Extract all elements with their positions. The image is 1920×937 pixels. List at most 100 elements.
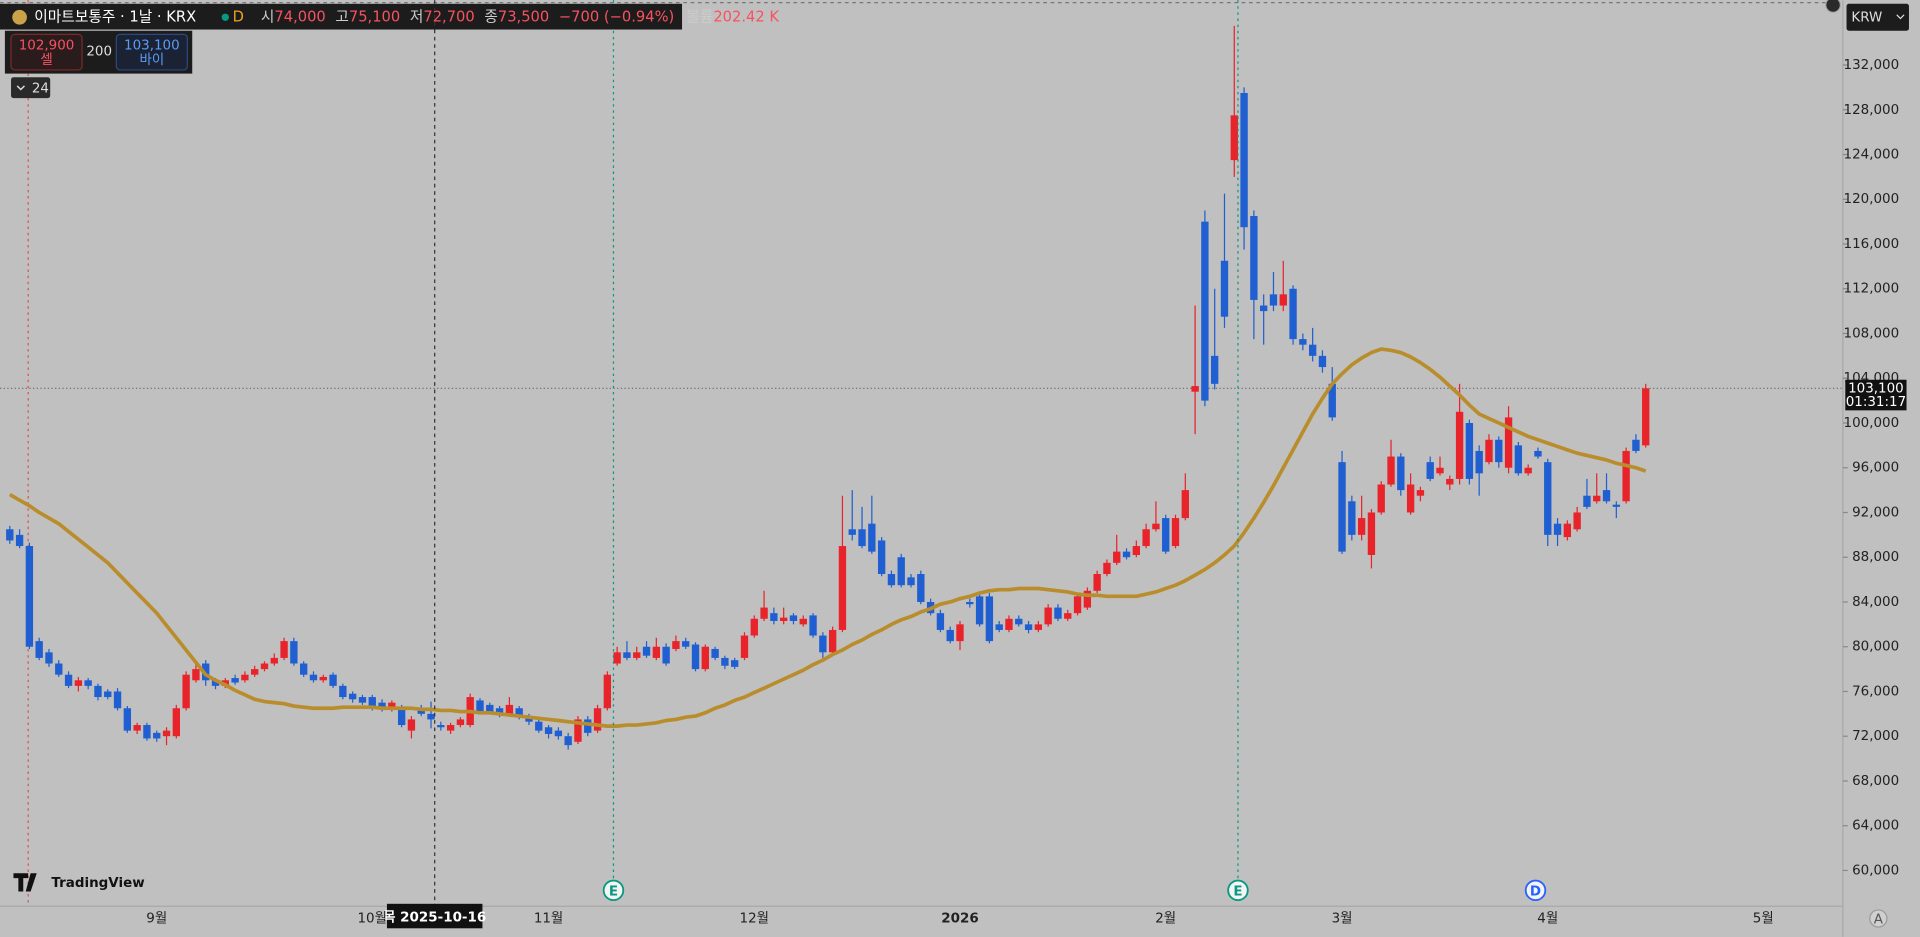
candle-body [858, 529, 866, 547]
candle-body [1142, 529, 1150, 547]
candle-body [1211, 355, 1219, 384]
candle-body [750, 618, 758, 636]
candle-body [652, 646, 660, 658]
y-tick-label: 64,000 [1852, 819, 1899, 834]
candle-body [809, 615, 817, 636]
last-price-label: 103,100 [1848, 381, 1904, 396]
candle-body [182, 674, 190, 709]
y-tick-label: 80,000 [1852, 640, 1899, 655]
candle-body [544, 727, 553, 734]
candle-body [133, 725, 141, 731]
candle-body [1220, 260, 1229, 317]
legend-key: 고 [335, 8, 349, 25]
symbol-logo [12, 9, 27, 25]
candle-body [231, 678, 239, 683]
y-tick-label: 92,000 [1852, 505, 1899, 520]
candle-body [662, 646, 670, 664]
indicators-count: 24 [32, 81, 49, 96]
candle-body [789, 615, 798, 621]
candle-body [1015, 618, 1023, 625]
candle-body [828, 629, 837, 653]
candle-body [995, 624, 1003, 630]
candle-body [515, 708, 523, 718]
candle-body [1563, 523, 1572, 538]
candle-body [642, 646, 651, 656]
y-tick-label: 84,000 [1852, 595, 1899, 610]
crosshair-box [386, 903, 483, 929]
candle-body [1622, 450, 1630, 502]
market-status [221, 13, 229, 21]
event-marker [602, 879, 625, 902]
candle-body [1426, 462, 1434, 479]
currency-button[interactable] [1846, 3, 1909, 31]
candle-body [1005, 618, 1013, 630]
candle-body [603, 674, 612, 709]
candle-body [309, 674, 318, 681]
spread: 200 [86, 45, 112, 60]
sell-price: 102,900 [19, 38, 75, 53]
candle-body [476, 700, 484, 712]
sell-label: 셀 [40, 52, 52, 68]
candle-body [505, 704, 514, 714]
scale-mode: A [1874, 913, 1884, 928]
candle-body [241, 674, 249, 681]
candle-body [819, 635, 827, 653]
candle-body [946, 629, 954, 642]
indicators-toggle[interactable] [11, 77, 51, 99]
candle-body [427, 713, 435, 720]
buy-button[interactable] [115, 33, 188, 71]
y-tick-label: 108,000 [1844, 326, 1900, 341]
candle-body [397, 708, 406, 726]
candle-body [770, 613, 778, 621]
candle-body [162, 730, 171, 737]
candle-body [1367, 512, 1376, 555]
candle-body [1573, 512, 1581, 530]
candle-body [740, 635, 749, 658]
y-tick-label: 68,000 [1852, 774, 1899, 789]
last-price-box [1845, 379, 1907, 411]
scale-mode-button[interactable] [1869, 909, 1888, 928]
candle-body [172, 708, 180, 737]
candle-body [290, 641, 298, 664]
candle-body [682, 641, 690, 647]
candle-body [1416, 490, 1425, 496]
candle-body [1593, 495, 1601, 502]
candle-body [1230, 115, 1238, 161]
candle-body [1544, 462, 1552, 535]
candle-body [1485, 439, 1493, 463]
candle-body [153, 732, 161, 739]
x-tick-label: 9월 [146, 911, 167, 927]
event-marker [1524, 879, 1547, 902]
legend-change: −700 (−0.94%) [559, 8, 674, 25]
candle-body [260, 663, 269, 670]
candle-body [192, 669, 200, 681]
candle-body [1122, 551, 1131, 558]
candle-body [956, 624, 964, 642]
y-tick-label: 132,000 [1844, 58, 1900, 73]
candle-body [358, 697, 367, 703]
candle-body [1093, 574, 1101, 591]
candle-body [437, 725, 445, 728]
candle-body [45, 652, 53, 664]
candle-body [897, 557, 905, 586]
legend-key: 시 [261, 8, 275, 25]
candle-body [211, 680, 220, 686]
y-tick-label: 72,000 [1852, 729, 1899, 744]
candle-body [1034, 624, 1043, 630]
candle-body [887, 574, 896, 586]
candle-body [1103, 562, 1111, 575]
y-tick-label: 96,000 [1852, 461, 1899, 476]
candle-body [1132, 546, 1140, 555]
candle-body [1024, 624, 1033, 630]
add-button[interactable] [1825, 0, 1842, 13]
y-tick-label: 128,000 [1844, 103, 1900, 118]
candle-body [319, 676, 327, 681]
y-tick-label: 88,000 [1852, 550, 1899, 565]
candle-body [1073, 596, 1082, 614]
candle-body [711, 648, 719, 658]
sell-button[interactable] [10, 33, 83, 71]
candle-body [1250, 216, 1258, 300]
candle-body [613, 652, 621, 664]
candle-body [329, 674, 337, 686]
